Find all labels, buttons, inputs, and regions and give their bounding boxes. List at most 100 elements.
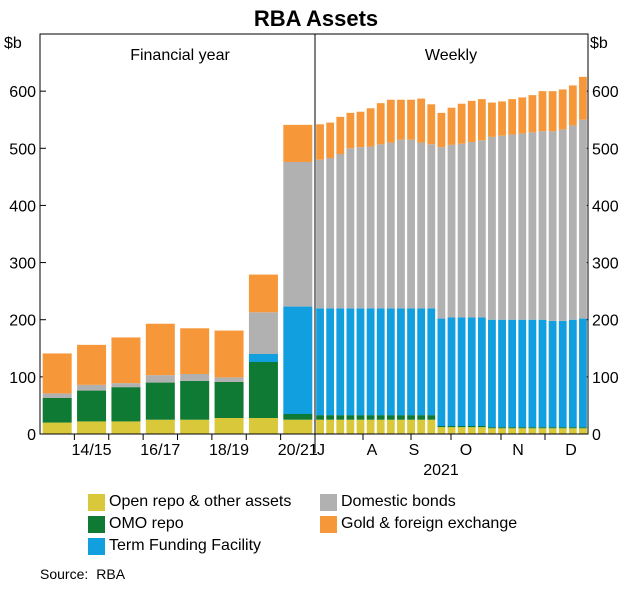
bar-open-repo-other-assets (508, 428, 517, 434)
legend-label: Domestic bonds (341, 493, 456, 510)
bar-open-repo-other-assets (366, 419, 375, 434)
bar-domestic-bonds (397, 139, 405, 309)
source-value: RBA (96, 566, 126, 582)
bar-omo-repo (437, 426, 446, 428)
bar-term-funding-facility (366, 308, 375, 416)
legend-item-omo-repo: OMO repo (88, 514, 184, 534)
bar-omo-repo (528, 427, 537, 429)
bar-domestic-bonds (427, 144, 436, 309)
bar-omo-repo (417, 415, 426, 420)
bar-term-funding-facility (326, 308, 335, 416)
bar-term-funding-facility (346, 308, 355, 416)
bar-gold-foreign-exchange (111, 337, 141, 384)
bar-domestic-bonds (498, 135, 506, 320)
bar-term-funding-facility (579, 318, 587, 428)
bar-omo-repo (397, 415, 405, 420)
bar-open-repo-other-assets (477, 427, 486, 434)
bar-domestic-bonds (407, 139, 415, 309)
bar-domestic-bonds (447, 144, 456, 318)
bar-omo-repo (386, 415, 395, 420)
bar-term-funding-facility (508, 319, 517, 428)
bar-gold-foreign-exchange (42, 353, 72, 394)
legend-swatch (320, 515, 337, 533)
bar-open-repo-other-assets (427, 419, 436, 434)
legend-item-open-repo: Open repo & other assets (88, 492, 291, 512)
bar-open-repo-other-assets (145, 419, 175, 434)
chart-title: RBA Assets (254, 6, 378, 31)
bar-domestic-bonds (326, 158, 335, 309)
bar-term-funding-facility (336, 308, 345, 416)
bar-domestic-bonds (568, 125, 577, 320)
bar-term-funding-facility (568, 319, 577, 428)
bar-gold-foreign-exchange (336, 116, 345, 154)
bar-gold-foreign-exchange (457, 103, 466, 144)
y-tick-label-right: 500 (592, 141, 619, 158)
bar-open-repo-other-assets (417, 419, 426, 434)
bar-omo-repo (538, 427, 547, 429)
bar-gold-foreign-exchange (447, 107, 456, 145)
bar-open-repo-other-assets (558, 428, 567, 434)
bar-term-funding-facility (518, 319, 527, 428)
bar-open-repo-other-assets (548, 428, 557, 434)
bar-domestic-bonds (283, 162, 313, 307)
y-tick-label-left: 300 (9, 256, 36, 273)
bar-omo-repo (316, 415, 324, 420)
bar-term-funding-facility (376, 308, 385, 416)
bar-domestic-bonds (477, 140, 486, 318)
bar-open-repo-other-assets (518, 428, 527, 434)
bar-gold-foreign-exchange (283, 124, 313, 162)
bar-open-repo-other-assets (376, 419, 385, 434)
bar-open-repo-other-assets (77, 421, 107, 434)
bar-term-funding-facility (248, 354, 278, 362)
x-tick-label: S (409, 442, 420, 459)
x-tick-label: 18/19 (209, 442, 249, 459)
bar-gold-foreign-exchange (568, 85, 577, 126)
y-tick-label-left: 200 (9, 313, 36, 330)
bar-domestic-bonds (336, 154, 345, 309)
bar-open-repo-other-assets (248, 418, 278, 434)
y-tick-label-left: 600 (9, 84, 36, 101)
bar-term-funding-facility (386, 308, 395, 416)
bar-omo-repo (427, 415, 436, 420)
y-tick-label-right: 200 (592, 313, 619, 330)
legend-label: Term Funding Facility (109, 537, 262, 554)
bar-term-funding-facility (427, 308, 436, 416)
bar-open-repo-other-assets (467, 427, 476, 434)
bar-term-funding-facility (538, 319, 547, 428)
bar-gold-foreign-exchange (498, 101, 506, 136)
legend-label: OMO repo (109, 515, 184, 532)
bar-term-funding-facility (498, 319, 506, 428)
bar-omo-repo (579, 427, 587, 429)
bar-open-repo-other-assets (407, 419, 415, 434)
y-tick-label-right: 0 (592, 427, 601, 444)
legend-label: Gold & foreign exchange (341, 515, 518, 532)
legend-item-gold-fx: Gold & foreign exchange (320, 514, 517, 534)
bar-term-funding-facility (548, 320, 557, 428)
bar-domestic-bonds (248, 312, 278, 354)
legend-swatch (320, 493, 337, 511)
x-tick-label: 16/17 (140, 442, 180, 459)
bar-gold-foreign-exchange (437, 112, 446, 148)
x-tick-label: 14/15 (72, 442, 112, 459)
bar-open-repo-other-assets (316, 419, 324, 434)
x-tick-label: 20/21 (278, 442, 318, 459)
bar-gold-foreign-exchange (467, 100, 476, 142)
bar-domestic-bonds (366, 146, 375, 309)
bar-term-funding-facility (417, 308, 426, 416)
bar-term-funding-facility (283, 306, 313, 414)
bar-omo-repo (488, 427, 496, 429)
bar-gold-foreign-exchange (558, 89, 567, 130)
bar-open-repo-other-assets (336, 419, 345, 434)
bar-open-repo-other-assets (283, 419, 313, 434)
bar-gold-foreign-exchange (386, 99, 395, 143)
right-axis-unit: $b (590, 35, 608, 52)
bar-gold-foreign-exchange (77, 344, 107, 385)
bar-omo-repo (498, 427, 506, 429)
bar-omo-repo (180, 380, 210, 420)
bar-omo-repo (336, 415, 345, 420)
y-tick-label-right: 100 (592, 370, 619, 387)
legend-item-term-funding: Term Funding Facility (88, 536, 261, 556)
bar-omo-repo (326, 415, 335, 420)
bar-open-repo-other-assets (397, 419, 405, 434)
